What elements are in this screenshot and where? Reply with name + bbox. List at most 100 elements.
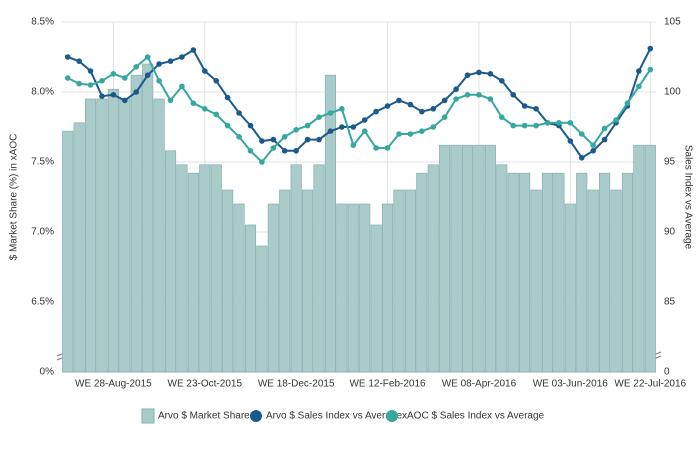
bar [347,203,359,373]
bar [599,172,611,373]
bar [633,144,645,373]
line-point [213,111,220,118]
x-tick-label: WE 03-Jun-2016 [533,379,608,390]
line-point [647,66,654,73]
line-point [464,72,471,78]
bar [290,164,302,373]
line-point [236,134,242,140]
bar [393,189,405,373]
bar [153,98,165,373]
bar [450,144,462,373]
line-point [361,128,368,134]
bar [73,122,85,373]
line-point [293,127,299,133]
bar [519,172,531,373]
y-tick-label: 8.5% [31,17,54,28]
y-tick-label: 6.5% [31,297,54,308]
y2-axis-title: Sales Index vs Average [682,145,693,250]
bar [267,203,279,373]
line-point [224,122,231,129]
line-point [259,138,265,144]
line-point [350,142,357,148]
legend-marker [141,408,155,424]
line-point [316,136,322,143]
line-point [430,106,437,112]
line-point [247,122,254,129]
line-point [430,124,437,130]
line-point [339,124,345,130]
bar [62,130,74,373]
line-point [167,97,174,104]
bar [336,203,348,373]
line-point [190,100,197,106]
line-point [476,92,482,98]
line-point [327,128,334,134]
bar [530,189,542,373]
line-point [350,124,357,130]
line-point [373,145,379,151]
y-tick-label: 7.5% [31,157,54,168]
bar [427,164,439,373]
line-point [293,148,299,154]
bar [324,74,337,373]
line-point [259,159,265,165]
line-point [578,131,585,137]
y2-tick-label: 85 [664,297,676,308]
bar [404,189,416,373]
bar [244,224,257,373]
line-point [384,145,391,151]
line-point [99,93,105,99]
line-point [487,96,494,102]
line-point [419,128,425,134]
line-point [156,61,162,67]
x-tick-label: WE 18-Dec-2015 [258,379,335,390]
line-point [270,145,277,151]
line-point [110,71,117,77]
line-point [64,75,71,81]
bar [610,189,622,373]
line-point [236,110,242,116]
line-point [613,117,619,123]
line-point [224,94,231,101]
line-point [179,83,185,90]
bar [370,224,382,373]
line-point [339,106,345,112]
y2-tick-label: 90 [664,227,676,238]
line-point [510,122,517,129]
bar [484,144,496,373]
bar [233,203,245,373]
bar [496,164,508,373]
bar [199,164,211,373]
line-point [510,92,517,98]
line-point [647,45,654,52]
line-point [476,69,482,76]
bar [576,172,588,373]
line-point [373,108,379,115]
line-point [556,120,562,126]
line-point [179,54,185,60]
bar [553,172,565,373]
bar [164,150,177,373]
line-point [498,114,505,120]
line-point [407,101,414,108]
line-point [567,120,574,126]
line-point [396,97,402,104]
bar [359,203,371,373]
line-point [544,120,551,126]
bar [142,63,154,373]
line-point [521,122,528,129]
bar [222,189,234,373]
y-axis-title: $ Market Share (%) in xAOC [9,134,20,261]
bar [473,144,485,373]
line-point [64,54,71,60]
x-tick-label: WE 28-Aug-2015 [75,379,152,390]
line-point [304,136,311,143]
legend-label: xAOC $ Sales Index vs Average [402,411,545,422]
line-point [601,136,608,143]
line-point [590,148,596,154]
line-point [110,92,117,98]
bar [302,189,314,373]
line-point [201,68,208,74]
bar [107,88,119,373]
line-point [190,47,197,53]
